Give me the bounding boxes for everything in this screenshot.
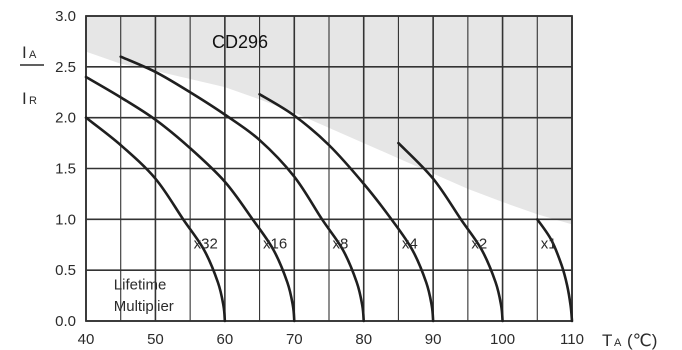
- curve-x32: [84, 116, 227, 323]
- y-label-denominator-sub: R: [29, 95, 37, 107]
- y-tick-label: 1.0: [55, 211, 76, 228]
- y-tick-label: 0.5: [55, 262, 76, 279]
- annotation-1: Multiplier: [114, 298, 174, 315]
- curve-label-x8: x8: [332, 236, 348, 253]
- curve-x8: [119, 55, 366, 323]
- x-tick-label: 60: [217, 331, 234, 348]
- y-tick-label: 3.0: [55, 8, 76, 25]
- x-axis-label: T A (℃): [602, 331, 657, 350]
- curve-label-x16: x16: [263, 236, 287, 253]
- y-tick-label: 1.5: [55, 161, 76, 178]
- curve-label-x1: x1: [541, 236, 557, 253]
- curve-label-x4: x4: [402, 236, 418, 253]
- x-tick-label: 70: [286, 331, 303, 348]
- y-label-numerator: I: [22, 43, 27, 62]
- curve-x4: [258, 92, 435, 323]
- curve-x16: [84, 75, 296, 323]
- y-axis-label: I A I R: [20, 43, 44, 108]
- x-tick-label: 50: [147, 331, 164, 348]
- y-label-numerator-sub: A: [29, 49, 37, 61]
- curve-x1: [535, 218, 574, 323]
- x-tick-label: 90: [425, 331, 442, 348]
- curve-label-x32: x32: [194, 236, 218, 253]
- curve-x2: [397, 141, 504, 323]
- x-tick-label: 80: [355, 331, 372, 348]
- annotation-0: Lifetime: [114, 276, 167, 293]
- chart-title: CD296: [212, 32, 268, 52]
- x-tick-label: 100: [490, 331, 515, 348]
- x-label-sub: A: [614, 337, 622, 349]
- plot-frame: [85, 15, 573, 322]
- x-tick-label: 110: [560, 331, 584, 348]
- curve-label-x2: x2: [471, 236, 487, 253]
- x-label-unit: (℃): [627, 331, 657, 350]
- y-label-denominator: I: [22, 89, 27, 108]
- x-tick-label: 40: [78, 331, 95, 348]
- x-label-main: T: [602, 331, 612, 350]
- y-tick-label: 2.5: [55, 59, 76, 76]
- y-tick-label: 0.0: [55, 313, 76, 330]
- y-tick-label: 2.0: [55, 110, 76, 127]
